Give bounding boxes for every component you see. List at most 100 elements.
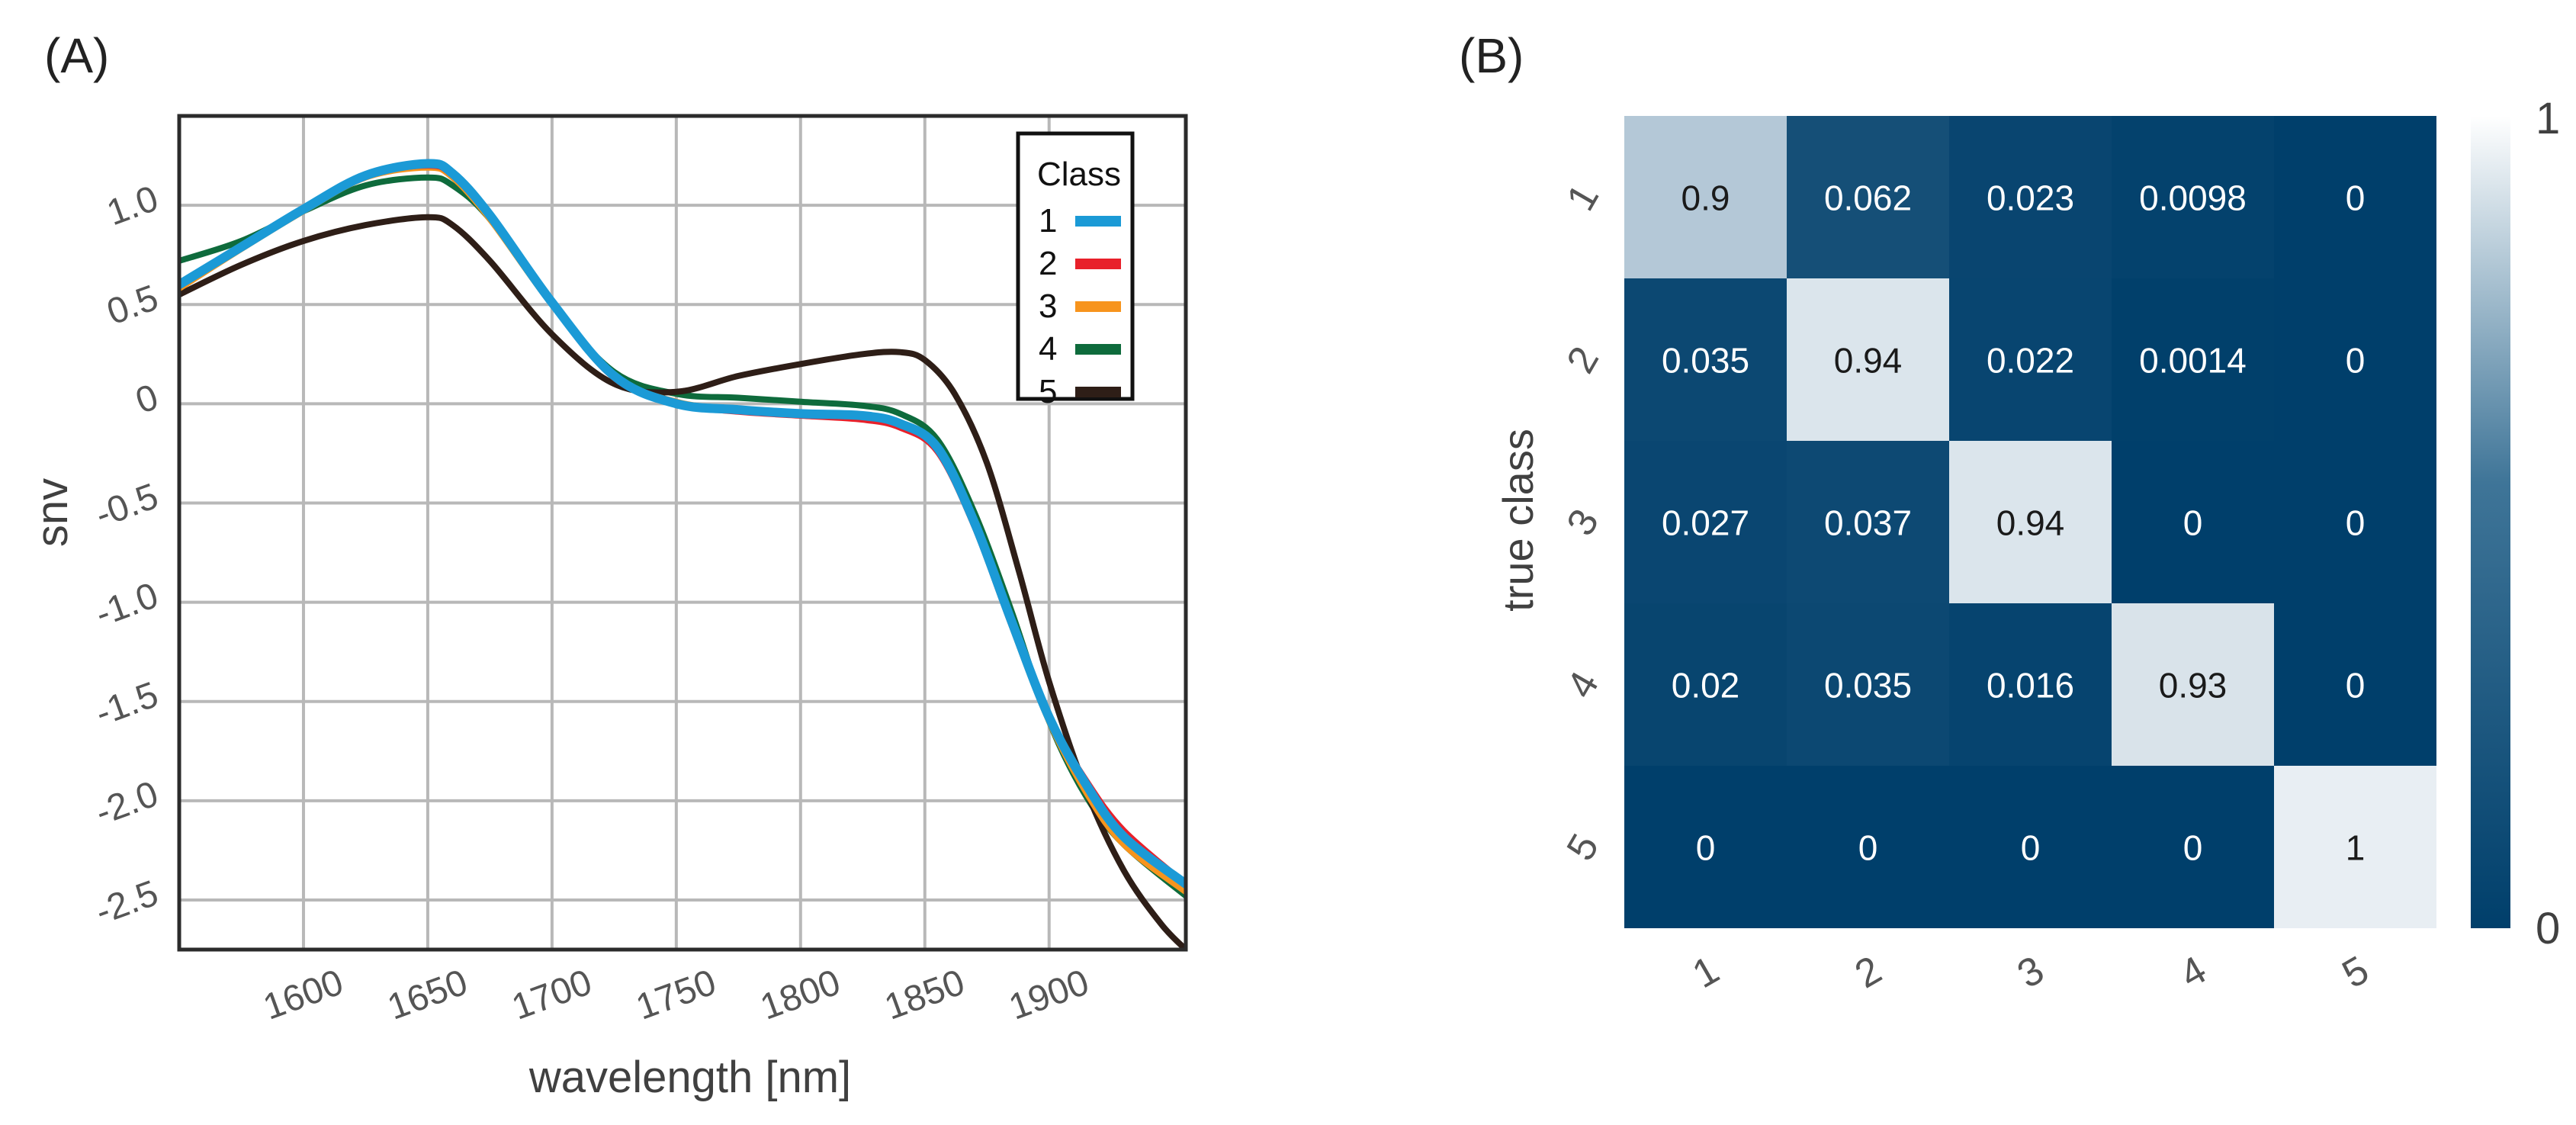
heatmap-cell <box>2112 278 2274 441</box>
legend-label-1: 1 <box>1039 202 1057 239</box>
legend-title: Class <box>1037 156 1121 193</box>
heatmap-cell <box>1624 278 1787 441</box>
heatmap-y-tick-label: 1 <box>1559 177 1608 218</box>
line-chart-y-ticks: 1.0 0.5 0 -0.5 -1.0 -1.5 -2.0 -2.5 <box>90 178 163 933</box>
heatmap-cell <box>2274 441 2436 603</box>
heatmap-cell <box>2112 766 2274 928</box>
heatmap-cell-value: 0.0014 <box>2139 341 2247 381</box>
heatmap-y-tick-label: 2 <box>1559 339 1608 381</box>
legend-label-5: 5 <box>1039 373 1057 410</box>
line-chart-series-group <box>179 159 1186 950</box>
heatmap-y-ticks: 1 2 3 4 5 <box>1559 177 1608 868</box>
y-tick-label: -1.0 <box>90 575 163 635</box>
heatmap-cell-value: 0.035 <box>1824 666 1912 706</box>
heatmap-cell <box>1624 766 1787 928</box>
heatmap-y-axis-label: true class <box>1494 429 1542 612</box>
legend-items: 1 2 3 4 5 <box>1039 202 1121 410</box>
heatmap-cell <box>1787 441 1949 603</box>
heatmap-cell-value: 1 <box>2346 828 2366 868</box>
heatmap-cell-value: 0 <box>1696 828 1716 868</box>
line-chart-x-ticks: 1600 1650 1700 1750 1800 1850 1900 <box>259 962 1094 1027</box>
y-tick-label: 1.0 <box>101 178 163 234</box>
y-tick-label: -2.0 <box>90 773 163 833</box>
x-tick-label: 1850 <box>879 962 969 1027</box>
line-chart-frame <box>177 114 1188 952</box>
heatmap-cell-value: 0.023 <box>1987 178 2074 218</box>
heatmap-x-ticks: 1 2 3 4 5 <box>1685 948 2376 998</box>
heatmap-x-tick-label: 5 <box>2335 948 2376 998</box>
x-tick-label: 1650 <box>383 962 473 1027</box>
colorbar <box>2471 116 2510 928</box>
heatmap-cell <box>2274 116 2436 278</box>
colorbar-max-label: 1 <box>2536 94 2560 143</box>
legend-label-3: 3 <box>1039 288 1057 325</box>
panel-b-label: (B) <box>1459 28 1524 83</box>
heatmap-cell <box>1787 116 1949 278</box>
heatmap-cell-value: 0 <box>1858 828 1878 868</box>
line-chart-legend: Class 1 2 3 4 5 <box>1016 131 1135 410</box>
heatmap-cell-value: 0.035 <box>1662 341 1749 381</box>
heatmap-cell-value: 0.0098 <box>2139 178 2247 218</box>
line-chart-x-axis-label: wavelength [nm] <box>528 1053 851 1102</box>
heatmap-cell-value: 0.062 <box>1824 178 1912 218</box>
heatmap-cell <box>1624 603 1787 766</box>
panel-a-label: (A) <box>44 28 109 83</box>
heatmap-y-tick-label: 3 <box>1559 502 1608 543</box>
heatmap-cell <box>1949 116 2112 278</box>
heatmap-cell-value: 0.016 <box>1987 666 2074 706</box>
y-tick-label: -2.5 <box>90 873 163 933</box>
x-tick-label: 1750 <box>631 962 721 1027</box>
heatmap-cell <box>1949 441 2112 603</box>
heatmap-x-tick-label: 3 <box>2010 948 2051 998</box>
x-tick-label: 1700 <box>506 962 596 1027</box>
heatmap-cell-value: 0 <box>2346 503 2366 543</box>
heatmap-x-tick-label: 4 <box>2173 948 2214 998</box>
heatmap-cell <box>2274 278 2436 441</box>
heatmap-cell <box>2112 441 2274 603</box>
legend-label-2: 2 <box>1039 245 1057 282</box>
heatmap-cell-value: 0.037 <box>1824 503 1912 543</box>
heatmap-x-tick-label: 1 <box>1685 948 1726 998</box>
heatmap-y-tick-label: 5 <box>1559 827 1608 868</box>
heatmap-cells: 0.9 0.062 0.023 0.0098 0 0.035 0.94 0.022 0.0014… <box>1624 116 2436 928</box>
heatmap-cell-value: 0.9 <box>1681 178 1730 218</box>
line-chart: 1600 1650 1700 1750 1800 1850 1900 1.0 0.5 0 -0.5… <box>27 114 1188 1102</box>
heatmap-cell-value: 0 <box>2183 503 2203 543</box>
x-tick-label: 1600 <box>259 962 348 1027</box>
heatmap-cell <box>1787 766 1949 928</box>
heatmap-cell <box>1949 603 2112 766</box>
x-tick-label: 1900 <box>1004 962 1094 1027</box>
series-line-class-1 <box>179 159 1186 889</box>
y-tick-label: -0.5 <box>90 476 163 535</box>
legend-label-4: 4 <box>1039 330 1057 368</box>
heatmap-cell <box>2112 116 2274 278</box>
heatmap-cell <box>1624 116 1787 278</box>
x-tick-label: 1800 <box>755 962 845 1027</box>
heatmap-cell-value: 0 <box>2183 828 2203 868</box>
heatmap-cell <box>2274 766 2436 928</box>
heatmap-cell-value: 0.02 <box>1672 666 1740 706</box>
y-tick-label: -1.5 <box>90 674 163 734</box>
heatmap-cell <box>1787 278 1949 441</box>
heatmap-cell-value: 0 <box>2346 666 2366 706</box>
heatmap-cell <box>1624 441 1787 603</box>
heatmap-cell-value: 0.94 <box>1996 503 2065 543</box>
heatmap-cell <box>2112 603 2274 766</box>
heatmap-cell-value: 0 <box>2346 178 2366 218</box>
heatmap-cell-value: 0.93 <box>2159 666 2228 706</box>
heatmap-cell <box>1949 766 2112 928</box>
heatmap-cell <box>1949 278 2112 441</box>
y-tick-label: 0 <box>130 377 163 422</box>
heatmap-cell <box>2274 603 2436 766</box>
heatmap-cell-value: 0.022 <box>1987 341 2074 381</box>
confusion-matrix-heatmap: 0.9 0.062 0.023 0.0098 00.035 0.94 0.022 0.0014… <box>1494 94 2560 997</box>
heatmap-cell-value: 0 <box>2346 341 2366 381</box>
heatmap-cell-value: 0.94 <box>1834 341 1903 381</box>
heatmap-cell-value: 0.027 <box>1662 503 1749 543</box>
heatmap-cell <box>1787 603 1949 766</box>
heatmap-cell-value: 0 <box>2021 828 2041 868</box>
heatmap-y-tick-label: 4 <box>1559 664 1608 706</box>
line-chart-y-axis-label: snv <box>27 478 77 547</box>
series-line-class-5 <box>179 214 1186 950</box>
